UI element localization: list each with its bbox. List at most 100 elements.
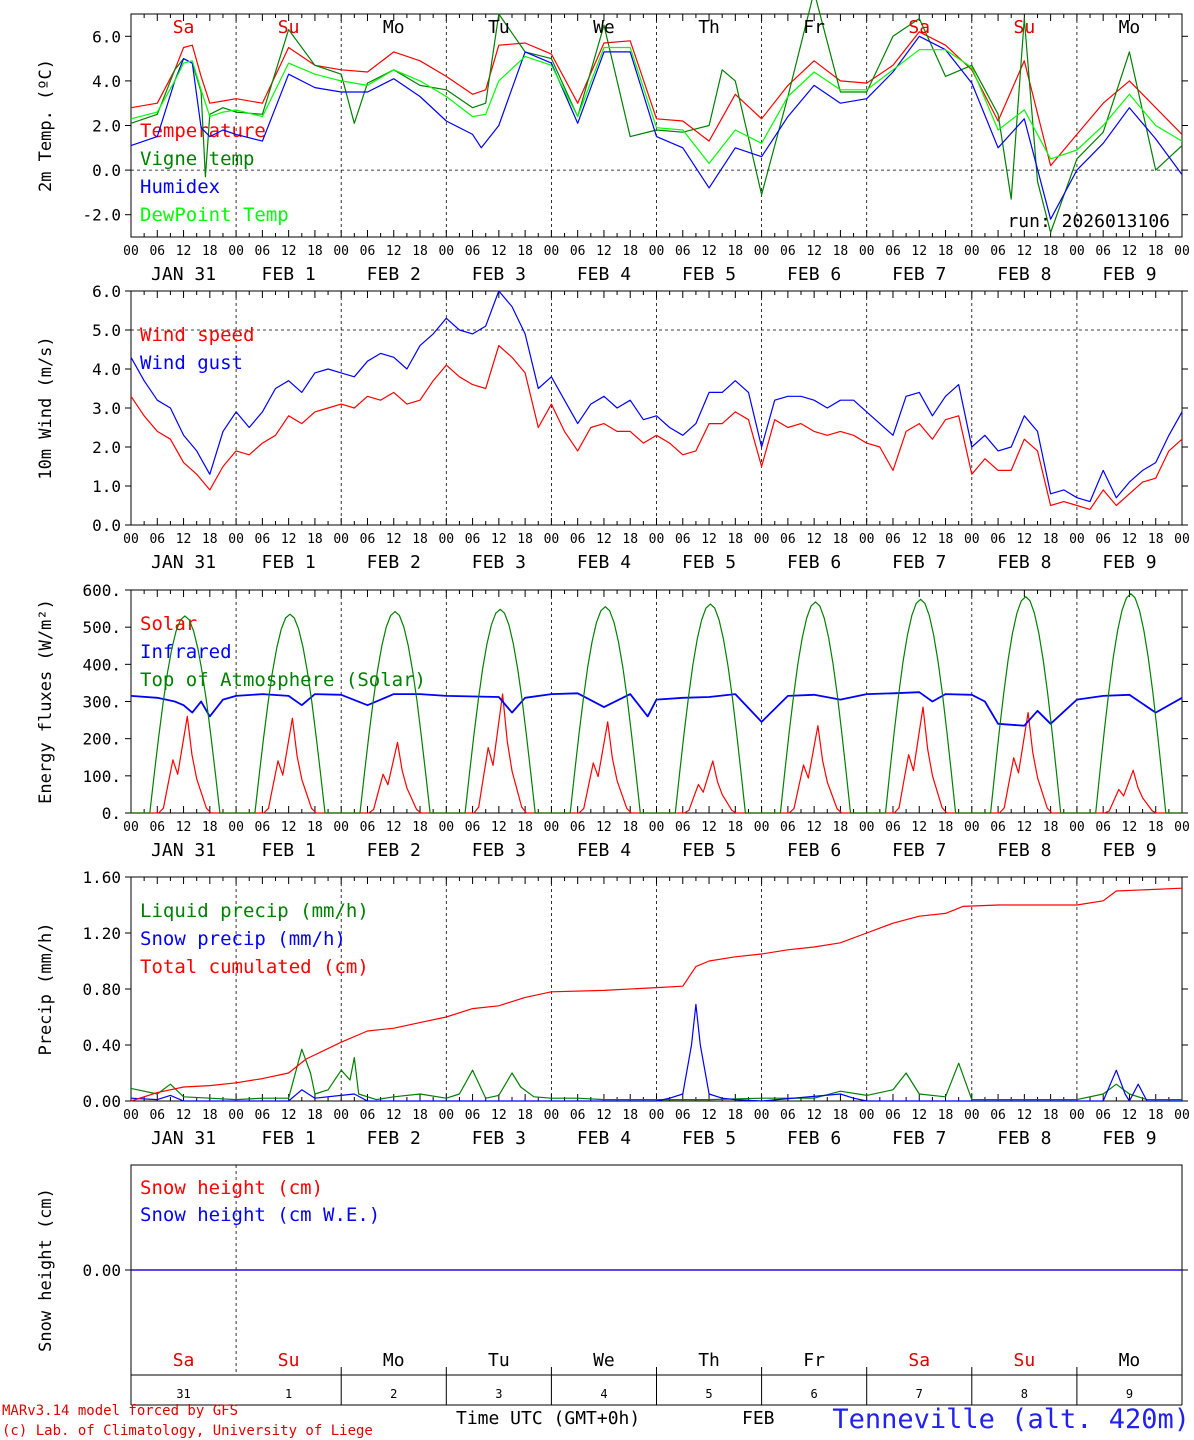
day-name-label: Su [278,17,300,38]
y-tick-label: 0.40 [82,1036,121,1055]
x-hour-label: 12 [806,532,822,547]
x-hour-label: 18 [622,532,638,547]
x-hour-label: 12 [596,820,612,835]
x-date-label: FEB 9 [1102,552,1156,573]
y-tick-label: 6.0 [92,282,121,301]
legend-entry: Snow height (cm W.E.) [140,1204,380,1226]
x-hour-label: 18 [202,820,218,835]
x-hour-label: 18 [412,532,428,547]
x-hour-label: 00 [1174,1108,1190,1123]
x-hour-label: 12 [491,820,507,835]
x-date-label: FEB 2 [367,840,421,861]
x-hour-label: 06 [675,532,691,547]
x-hour-label: 06 [570,244,586,259]
day-number-label: 7 [916,1387,923,1401]
day-name-label: Sa [908,1350,930,1371]
x-hour-label: 18 [1043,244,1059,259]
y-tick-label: 2.0 [92,117,121,136]
x-hour-label: 12 [1122,532,1138,547]
x-hour-label: 00 [964,820,980,835]
y-tick-label: 0.80 [82,980,121,999]
series-line-wind-gust [130,290,1183,503]
x-hour-label: 00 [123,244,139,259]
x-hour-label: 00 [1069,532,1085,547]
legend-entry: Wind speed [140,324,254,346]
day-name-label: Tu [488,17,510,38]
x-hour-label: 18 [727,532,743,547]
x-hour-label: 18 [1043,820,1059,835]
x-hour-label: 12 [911,1108,927,1123]
y-tick-label: 500. [82,618,121,637]
series-line-liquid-precip-mm-h [130,1048,1182,1101]
y-tick-label: 1.0 [92,477,121,496]
day-number-label: 9 [1126,1387,1133,1401]
series-line-vigne-temp [130,0,1183,234]
x-date-label: FEB 7 [892,264,946,285]
x-date-label: FEB 7 [892,1128,946,1149]
x-date-label: FEB 4 [577,552,631,573]
x-hour-label: 06 [990,244,1006,259]
x-hour-label: 18 [622,1108,638,1123]
x-hour-label: 12 [176,244,192,259]
legend-entry: Snow precip (mm/h) [140,928,346,950]
x-date-label: FEB 4 [577,264,631,285]
x-hour-label: 12 [806,244,822,259]
x-date-label: FEB 8 [997,264,1051,285]
x-hour-label: 06 [1095,532,1111,547]
x-hour-label: 18 [833,820,849,835]
x-hour-label: 18 [412,820,428,835]
day-name-label: Mo [1119,1350,1141,1371]
footer-credit-text: (c) Lab. of Climatology, University of L… [2,1423,373,1439]
x-date-label: FEB 6 [787,264,841,285]
day-name-label: Fr [803,17,825,38]
x-hour-label: 18 [412,1108,428,1123]
x-date-label: FEB 2 [367,1128,421,1149]
x-date-label: FEB 3 [472,552,526,573]
x-hour-label: 12 [1017,244,1033,259]
x-date-label: FEB 5 [682,840,736,861]
day-name-label: Fr [803,1350,825,1371]
x-hour-label: 18 [727,820,743,835]
footer-time-label: Time UTC (GMT+0h) [456,1408,640,1429]
legend-entry: Total cumulated (cm) [140,956,369,978]
day-name-label: Sa [908,17,930,38]
footer-month-label: FEB [742,1408,775,1429]
day-number-label: 5 [705,1387,712,1401]
day-number-label: 4 [600,1387,607,1401]
day-name-label: Sa [173,17,195,38]
x-hour-label: 18 [622,244,638,259]
panel-temperature: -2.0 0.0 2.0 4.0 6.0 2m Temp. (ºC) 00 06 12 18 00 0… [36,0,1190,285]
x-hour-label: 18 [517,244,533,259]
day-number-label: 3 [495,1387,502,1401]
y-tick-label: 0.0 [92,516,121,535]
x-date-label: FEB 7 [892,840,946,861]
y-tick-label: 600. [82,581,121,600]
x-date-label: FEB 5 [682,1128,736,1149]
x-hour-label: 00 [859,820,875,835]
x-hour-label: 06 [360,532,376,547]
x-hour-label: 18 [307,1108,323,1123]
x-hour-label: 12 [491,244,507,259]
x-hour-label: 18 [517,532,533,547]
x-hour-label: 06 [465,244,481,259]
x-hour-label: 00 [333,532,349,547]
y-tick-label: 2.0 [92,438,121,457]
day-number-label: 8 [1021,1387,1028,1401]
legend-entry: Liquid precip (mm/h) [140,900,369,922]
x-hour-label: 06 [149,1108,165,1123]
x-hour-label: 06 [360,1108,376,1123]
x-hour-label: 00 [333,244,349,259]
run-annotation: run: 2026013106 [1007,211,1170,232]
x-hour-label: 00 [1174,532,1190,547]
x-hour-label: 12 [701,1108,717,1123]
x-date-label: FEB 1 [262,264,316,285]
series-line-temperature [130,31,1183,167]
day-number-label: 2 [390,1387,397,1401]
x-hour-label: 00 [123,1108,139,1123]
x-hour-label: 12 [911,820,927,835]
x-hour-label: 12 [386,1108,402,1123]
x-hour-label: 00 [1174,820,1190,835]
x-hour-label: 06 [990,532,1006,547]
x-hour-label: 00 [333,820,349,835]
x-hour-label: 12 [281,532,297,547]
